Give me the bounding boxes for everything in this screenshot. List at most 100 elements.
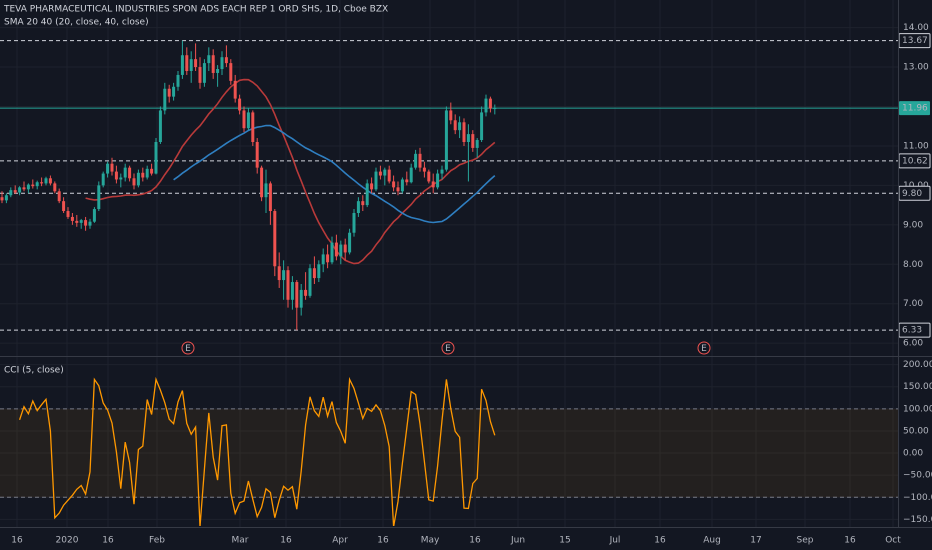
candle-body (488, 98, 492, 109)
candle-body (4, 195, 8, 201)
candle-body (361, 201, 365, 206)
candle-body (202, 63, 206, 83)
candle-body (418, 153, 422, 168)
candle-body (255, 142, 259, 168)
candle-body (13, 190, 17, 193)
candle-body (290, 282, 294, 300)
candle-body (40, 182, 44, 184)
candle-body (414, 153, 418, 168)
candle-body (304, 289, 308, 296)
x-tick-label: Aug (703, 536, 721, 546)
sma-legend: SMA 20 40 (20, close, 40, close) (4, 18, 149, 28)
candle-body (114, 171, 118, 180)
y-tick-label: 11.00 (903, 141, 929, 151)
candle-body (383, 169, 387, 176)
x-tick-label: Jul (609, 536, 621, 546)
sma-line (85, 78, 496, 265)
candle-body (282, 270, 286, 281)
cci-line (18, 376, 496, 526)
candle-body (66, 211, 70, 217)
candle-body (172, 86, 176, 97)
x-tick-label: Jun (510, 536, 525, 546)
last-price-label: 11.96 (902, 104, 928, 114)
candle-body (238, 98, 242, 111)
price-level-label: 6.33 (902, 326, 922, 336)
candle-body (356, 201, 360, 213)
x-tick-label: 16 (844, 536, 856, 546)
candle-body (18, 187, 22, 193)
candle-body (79, 220, 83, 223)
y-tick-label: 8.00 (903, 260, 923, 270)
x-tick-label: 17 (750, 536, 761, 546)
candle-body (387, 169, 391, 182)
candle-body (480, 112, 484, 141)
candle-body (224, 57, 228, 64)
grid (0, 0, 898, 527)
candle-body (75, 220, 79, 223)
candle-body (220, 57, 224, 70)
candle-body (106, 163, 110, 174)
candle-body (53, 183, 57, 192)
candle-body (207, 55, 211, 64)
cci-tick-label: 200.00 (903, 360, 932, 370)
x-tick-label: 16 (11, 536, 23, 546)
earnings-marker (441, 341, 455, 355)
candle-body (189, 59, 193, 71)
cci-tick-label: 100.00 (903, 404, 932, 414)
earnings-marker (697, 341, 711, 355)
candle-body (466, 134, 470, 142)
candle-body (194, 59, 198, 68)
earnings-label: E (185, 344, 191, 354)
candle-body (471, 134, 475, 148)
candle-body (119, 177, 123, 180)
x-tick-label: Feb (149, 536, 165, 546)
candle-body (0, 197, 4, 201)
x-tick-label: Sep (797, 536, 814, 546)
candle-body (365, 183, 369, 206)
cci-tick-label: 150.00 (903, 382, 932, 392)
candle-body (334, 242, 338, 257)
candle-body (229, 63, 233, 81)
candle-body (150, 168, 154, 174)
candle-body (233, 80, 237, 99)
candle-body (493, 108, 497, 110)
candle-body (141, 172, 145, 178)
candle-body (110, 163, 114, 172)
candle-body (409, 167, 413, 183)
candle-body (128, 167, 132, 179)
candle-body (396, 187, 400, 192)
candle-body (101, 173, 105, 186)
candle-body (405, 179, 409, 183)
candle-body (299, 289, 303, 308)
y-tick-label: 9.00 (903, 220, 923, 230)
candle-body (449, 110, 453, 121)
candle-body (70, 216, 74, 221)
candle-body (97, 185, 101, 210)
y-tick-label: 14.00 (903, 23, 929, 33)
candle-body (132, 178, 136, 186)
earnings-label: E (445, 344, 451, 354)
x-tick-label: 16 (654, 536, 666, 546)
candle-body (211, 55, 215, 73)
candle-body (427, 171, 431, 182)
x-tick-label: 2020 (56, 536, 79, 546)
candle-body (48, 178, 52, 184)
candle-body (484, 98, 488, 113)
candle-body (312, 268, 316, 279)
x-tick-label: Oct (885, 536, 901, 546)
candle-body (198, 67, 202, 83)
cci-tick-label: −150.00 (903, 515, 932, 525)
y-tick-label: 6.00 (903, 339, 923, 349)
cci-tick-label: 50.00 (903, 426, 929, 436)
x-tick-label: 16 (469, 536, 481, 546)
candle-body (277, 266, 281, 281)
candle-body (339, 244, 343, 257)
candle-body (308, 268, 312, 296)
x-tick-label: May (421, 536, 440, 546)
price-level-label: 13.67 (902, 36, 928, 46)
earnings-marker (181, 341, 195, 355)
candle-body (453, 120, 457, 131)
x-tick-label: 16 (377, 536, 389, 546)
